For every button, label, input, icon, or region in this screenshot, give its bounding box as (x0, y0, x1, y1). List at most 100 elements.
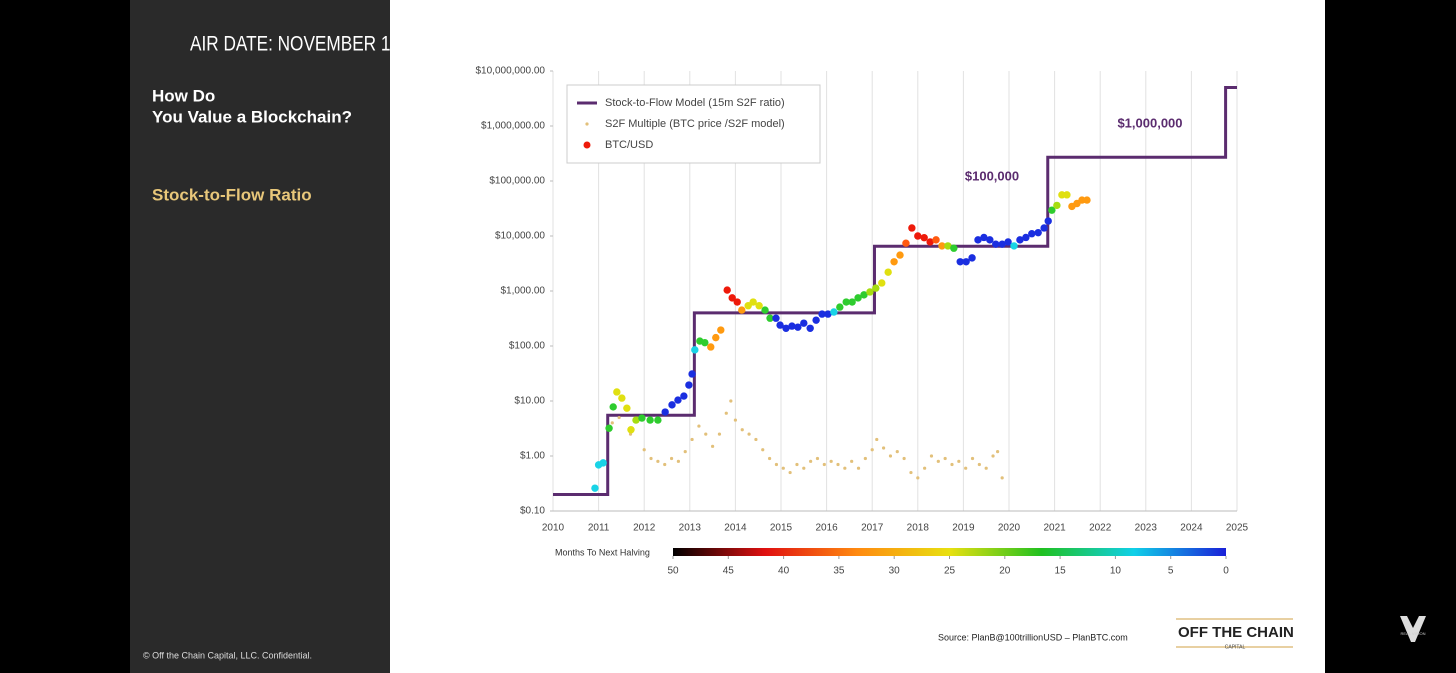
btc-point (680, 392, 688, 400)
x-tick-label: 2018 (907, 523, 930, 534)
btc-point (926, 238, 934, 246)
x-tick-label: 2016 (815, 523, 838, 534)
slide-title: How Do (152, 86, 215, 105)
legend-label: S2F Multiple (BTC price /S2F model) (605, 118, 785, 130)
s2f-point (768, 456, 772, 461)
btc-point (818, 310, 826, 318)
air-date: AIR DATE: NOVEMBER 16, 2021 (190, 33, 448, 56)
btc-point (794, 323, 802, 331)
s2f-point (704, 432, 708, 436)
btc-point (1053, 201, 1061, 210)
s2f-point (843, 466, 847, 470)
btc-point (618, 394, 626, 402)
s2f-point (642, 448, 646, 452)
s2f-point (970, 456, 975, 461)
s2f-point (656, 459, 660, 463)
btc-point (1063, 191, 1071, 199)
y-tick-label: $1,000,000.00 (481, 121, 545, 132)
btc-point (613, 388, 621, 396)
colorbar-tick-label: 0 (1223, 566, 1229, 577)
x-tick-label: 2014 (724, 523, 747, 534)
btc-point (980, 233, 988, 242)
s2f-point (923, 466, 927, 470)
y-tick-label: $10,000.00 (495, 231, 545, 242)
source-note: Source: PlanB@100trillionUSD – PlanBTC.c… (938, 632, 1128, 642)
btc-point (688, 370, 696, 378)
btc-point (932, 236, 940, 244)
btc-point (848, 298, 856, 306)
btc-point (1022, 233, 1030, 242)
s2f-point (875, 437, 879, 442)
btc-point (776, 321, 784, 329)
colorbar-label: Months To Next Halving (555, 547, 650, 557)
btc-point (627, 426, 635, 434)
btc-point (860, 291, 868, 299)
s2f-point (882, 446, 886, 450)
s2f-point (850, 459, 854, 463)
btc-point (806, 324, 814, 332)
x-tick-label: 2020 (998, 523, 1021, 534)
y-tick-label: $10,000,000.00 (475, 66, 545, 77)
copyright: © Off the Chain Capital, LLC. Confidenti… (143, 650, 312, 660)
btc-point (591, 484, 599, 492)
s2f-point (747, 432, 751, 436)
colorbar-tick-label: 20 (999, 566, 1011, 577)
s2f-point (690, 437, 694, 442)
btc-point (788, 322, 796, 330)
x-tick-label: 2023 (1135, 523, 1158, 534)
x-tick-label: 2022 (1089, 523, 1112, 534)
x-tick-label: 2025 (1226, 523, 1249, 534)
s2f-point (909, 470, 913, 475)
btc-point (812, 316, 820, 324)
s2f-point (724, 411, 728, 415)
colorbar-tick-label: 30 (889, 566, 901, 577)
s2f-point (895, 450, 899, 454)
logo: OFF THE CHAIN (1178, 624, 1294, 641)
s2f-point (761, 448, 765, 452)
btc-point (623, 404, 631, 412)
x-tick-label: 2015 (770, 523, 793, 534)
legend-swatch (583, 141, 591, 149)
s2f-point (740, 428, 744, 432)
s2f-point (717, 432, 722, 436)
s2f-point (733, 418, 738, 422)
btc-point (992, 240, 1000, 248)
btc-point (1044, 217, 1052, 225)
btc-point (723, 286, 731, 294)
btc-point (749, 298, 757, 306)
btc-point (914, 232, 922, 240)
s2f-point (943, 456, 947, 461)
btc-point (632, 416, 640, 424)
legend-box (566, 84, 821, 164)
s2f-point (957, 459, 961, 463)
btc-point (1034, 228, 1042, 237)
btc-point (1083, 196, 1091, 204)
colorbar-tick-label: 10 (1110, 566, 1122, 577)
y-tick-label: $1.00 (520, 451, 545, 462)
btc-point (761, 306, 769, 314)
btc-point (1010, 242, 1018, 250)
x-tick-label: 2011 (588, 523, 610, 534)
btc-point (609, 403, 617, 411)
s2f-point (669, 456, 674, 461)
colorbar-tick-label: 40 (778, 566, 790, 577)
btc-point (878, 279, 886, 287)
annotation: $1,000,000 (1117, 115, 1182, 130)
btc-point (599, 459, 607, 467)
btc-point (782, 324, 790, 332)
btc-point (701, 338, 709, 347)
btc-point (733, 298, 741, 306)
watermark-logo (1400, 616, 1426, 642)
s2f-point (991, 454, 995, 458)
btc-point (691, 346, 699, 354)
s2f-point (863, 456, 867, 461)
x-tick-label: 2024 (1180, 523, 1203, 534)
y-tick-label: $100,000.00 (489, 176, 545, 187)
s2f-point (774, 462, 779, 467)
s2f-point (815, 456, 820, 461)
btc-point (890, 258, 898, 266)
s2f-point (936, 459, 940, 463)
btc-point (1016, 236, 1024, 244)
legend-swatch (585, 122, 589, 126)
